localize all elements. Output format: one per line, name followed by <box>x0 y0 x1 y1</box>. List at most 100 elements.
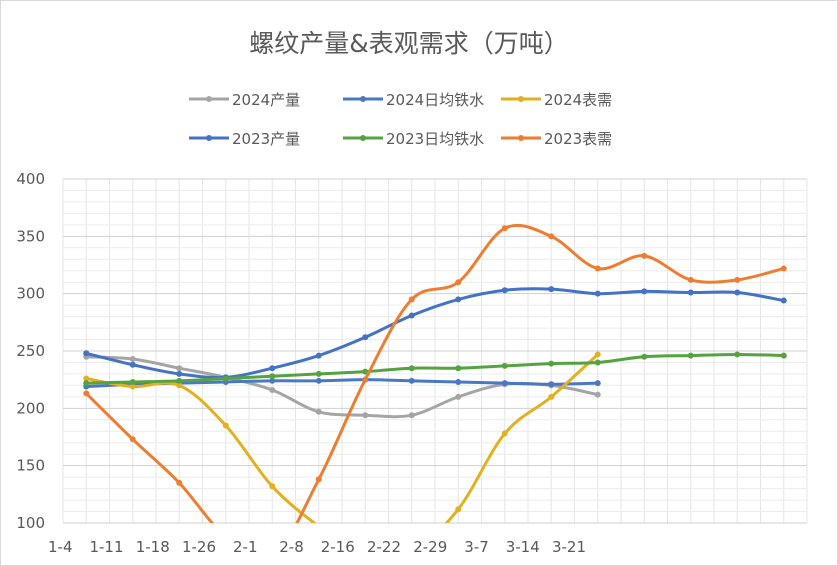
data-point <box>501 287 508 294</box>
y-axis: 100 150 200 250 300 350 400 <box>16 170 45 532</box>
data-point <box>129 361 136 368</box>
data-point <box>455 393 462 400</box>
legend-item: 2024表需 <box>501 91 612 109</box>
x-tick-label: 2-16 <box>321 538 355 556</box>
data-point <box>455 506 462 513</box>
data-point <box>594 290 601 297</box>
series-4 <box>83 351 787 387</box>
data-point <box>269 554 275 560</box>
data-point <box>269 365 276 372</box>
data-point <box>594 391 601 398</box>
y-tick-label: 150 <box>16 457 45 475</box>
data-point <box>269 483 276 490</box>
x-axis: 1-4 1-11 1-18 1-26 2-1 2-8 2-16 2-22 2-29 3-7 3-14… <box>48 538 586 556</box>
data-point <box>176 365 183 372</box>
data-point <box>687 276 694 283</box>
data-point <box>129 383 136 390</box>
y-tick-label: 400 <box>16 170 45 188</box>
legend-swatch-marker <box>206 96 212 102</box>
series-3 <box>83 286 787 381</box>
x-tick-label: 3-7 <box>464 538 489 556</box>
data-point <box>83 375 90 382</box>
legend-label: 2023日均铁水 <box>386 130 484 148</box>
x-tick-label: 1-26 <box>182 538 216 556</box>
data-point <box>269 377 276 384</box>
data-point <box>687 289 694 296</box>
y-tick-label: 250 <box>16 342 45 360</box>
x-tick-label: 2-22 <box>367 538 401 556</box>
data-point <box>734 276 741 283</box>
data-point <box>594 351 601 358</box>
data-point <box>315 370 322 377</box>
legend-item: 2023表需 <box>501 130 612 148</box>
legend-item: 2023产量 <box>189 130 300 148</box>
legend-label: 2024日均铁水 <box>386 91 484 109</box>
data-point <box>222 375 229 382</box>
data-point <box>501 430 508 437</box>
data-point <box>594 380 601 387</box>
data-point <box>501 225 508 232</box>
x-tick-label: 2-1 <box>233 538 258 556</box>
data-point <box>548 381 555 388</box>
data-point <box>594 265 601 272</box>
y-tick-label: 350 <box>16 227 45 245</box>
series-5 <box>83 223 787 560</box>
y-tick-label: 300 <box>16 285 45 303</box>
data-point <box>548 233 555 240</box>
data-point <box>687 352 694 359</box>
data-point <box>641 252 648 259</box>
data-point <box>83 350 90 357</box>
data-point <box>455 296 462 303</box>
data-point <box>362 376 369 383</box>
plot-grid <box>62 178 808 524</box>
legend-swatch-marker <box>518 96 524 102</box>
y-tick-label: 200 <box>16 399 45 417</box>
data-point <box>129 436 136 443</box>
x-tick-label: 1-4 <box>48 538 73 556</box>
x-tick-label: 1-11 <box>89 538 123 556</box>
data-point <box>408 377 415 384</box>
data-point <box>83 380 90 387</box>
legend-item: 2023日均铁水 <box>343 130 484 148</box>
y-tick-label: 100 <box>16 514 45 532</box>
data-point <box>176 377 183 384</box>
legend-swatch-marker <box>518 135 524 141</box>
data-point <box>734 351 741 358</box>
data-point <box>316 523 322 529</box>
data-point <box>501 362 508 369</box>
data-point <box>222 422 229 429</box>
x-tick-label: 3-21 <box>552 538 586 556</box>
data-point <box>176 382 183 389</box>
x-tick-label: 2-8 <box>279 538 304 556</box>
plot-series <box>83 223 787 560</box>
series-2 <box>83 351 601 529</box>
data-point <box>315 377 322 384</box>
data-point <box>455 378 462 385</box>
data-point <box>362 368 369 375</box>
series-line <box>84 352 786 385</box>
data-point <box>548 393 555 400</box>
legend-label: 2024表需 <box>544 91 612 109</box>
chart-title: 螺纹产量&表观需求（万吨） <box>249 29 569 58</box>
legend-item: 2024产量 <box>189 91 300 109</box>
data-point <box>176 479 183 486</box>
data-point <box>223 534 229 540</box>
data-point <box>129 378 136 385</box>
x-tick-label: 2-29 <box>413 538 447 556</box>
data-point <box>455 365 462 372</box>
legend-swatch-marker <box>360 135 366 141</box>
legend-swatch-marker <box>206 135 212 141</box>
data-point <box>269 386 276 393</box>
legend-label: 2023产量 <box>232 130 300 148</box>
data-point <box>501 380 508 387</box>
data-point <box>641 288 648 295</box>
x-tick-label: 1-18 <box>136 538 170 556</box>
data-point <box>780 265 787 272</box>
data-point <box>594 359 601 366</box>
data-point <box>408 312 415 319</box>
x-tick-label: 3-14 <box>506 538 540 556</box>
legend-swatch-marker <box>360 96 366 102</box>
data-point <box>408 296 415 303</box>
series-line <box>84 287 786 380</box>
